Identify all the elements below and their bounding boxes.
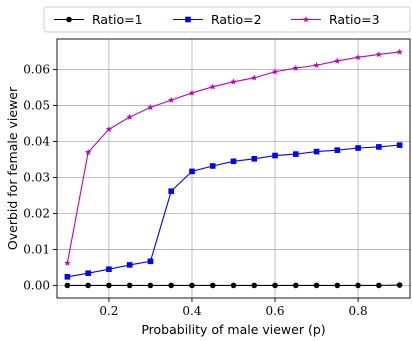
data-point-ratio-1	[126, 282, 133, 289]
data-point-ratio-3	[375, 51, 383, 58]
data-point-ratio-3	[396, 48, 403, 55]
data-point-ratio-2	[209, 163, 216, 169]
data-point-ratio-1	[313, 282, 320, 289]
y-tick-label: 0.00	[23, 278, 50, 292]
series-line-ratio-2	[67, 144, 400, 278]
data-point-ratio-2	[355, 145, 361, 151]
series-ratio-3	[64, 48, 403, 266]
legend-label: Ratio=1	[92, 12, 143, 27]
series-ratio-2	[64, 142, 403, 280]
data-point-ratio-1	[106, 282, 112, 289]
data-point-ratio-3	[354, 53, 362, 61]
data-point-ratio-3	[334, 57, 341, 64]
x-tick-label: 0.8	[349, 304, 368, 318]
data-point-ratio-3	[230, 78, 237, 85]
legend-label: Ratio=3	[329, 12, 380, 27]
data-point-ratio-1	[147, 282, 154, 289]
data-point-ratio-2	[334, 147, 341, 153]
data-point-ratio-3	[105, 125, 113, 133]
data-point-ratio-3	[64, 259, 71, 266]
data-point-ratio-2	[230, 158, 237, 165]
data-point-ratio-3	[292, 64, 300, 71]
data-point-ratio-2	[64, 273, 71, 280]
data-point-ratio-3	[167, 96, 175, 103]
data-point-ratio-1	[64, 282, 71, 289]
data-point-ratio-1	[355, 282, 361, 289]
y-tick-label: 0.03	[23, 170, 50, 184]
data-point-ratio-1	[396, 282, 403, 288]
data-point-ratio-3	[251, 74, 258, 81]
legend-entry-ratio-1: Ratio=1	[54, 12, 143, 27]
plot-frame	[56, 38, 411, 299]
data-point-ratio-2	[106, 266, 112, 273]
data-point-ratio-2	[147, 258, 154, 265]
data-point-ratio-1	[376, 282, 382, 289]
legend-entry-ratio-2: Ratio=2	[173, 12, 262, 27]
legend-marker	[185, 16, 191, 23]
data-point-ratio-1	[230, 282, 237, 289]
legend-marker	[302, 16, 310, 23]
axis-ticks: 0.2 0.4 0.6 0.8 0.00 0.01 0.02 0.03 0.04 0.05 0.06	[23, 63, 367, 318]
data-point-ratio-3	[126, 113, 133, 120]
legend-marker	[66, 16, 72, 23]
x-tick-label: 0.2	[99, 304, 118, 318]
data-point-ratio-3	[313, 61, 320, 69]
data-point-ratio-2	[272, 152, 278, 159]
x-axis-title: Probability of male viewer (p)	[141, 322, 325, 337]
legend: Ratio=1 Ratio=2 Ratio=3	[43, 6, 411, 33]
data-point-ratio-2	[168, 188, 175, 194]
y-tick-label: 0.05	[23, 99, 50, 113]
data-point-ratio-3	[84, 148, 92, 156]
data-point-ratio-1	[209, 282, 216, 289]
data-point-ratio-1	[189, 282, 195, 289]
y-tick-label: 0.06	[23, 63, 50, 77]
data-point-ratio-1	[272, 282, 278, 289]
x-tick-label: 0.4	[182, 304, 201, 318]
x-tick-label: 0.6	[265, 304, 284, 318]
data-point-ratio-1	[292, 282, 299, 289]
data-point-ratio-2	[292, 151, 299, 157]
data-point-ratio-2	[396, 142, 403, 148]
data-point-ratio-1	[334, 282, 341, 289]
data-point-ratio-2	[251, 155, 258, 162]
data-point-ratio-2	[126, 262, 133, 268]
data-point-ratio-2	[313, 148, 320, 155]
data-point-ratio-3	[147, 103, 154, 111]
series-ratio-1	[64, 282, 403, 289]
series-line-ratio-3	[66, 51, 400, 264]
y-tick-label: 0.02	[23, 206, 50, 220]
data-point-ratio-1	[168, 282, 175, 289]
legend-label: Ratio=2	[211, 12, 262, 27]
grid-lines	[57, 39, 410, 298]
data-point-ratio-1	[85, 282, 91, 289]
data-point-ratio-3	[188, 89, 196, 96]
legend-entry-ratio-3: Ratio=3	[291, 12, 380, 27]
y-tick-label: 0.01	[23, 242, 50, 256]
data-point-ratio-1	[251, 282, 258, 289]
legend-box	[43, 6, 411, 33]
y-axis-title: Overbid for female viewer	[5, 86, 20, 250]
data-point-ratio-2	[376, 144, 382, 150]
data-point-ratio-2	[189, 168, 195, 175]
data-point-ratio-3	[271, 68, 279, 75]
series-layer	[64, 48, 403, 289]
data-point-ratio-3	[209, 83, 216, 90]
y-tick-label: 0.04	[23, 135, 50, 149]
data-point-ratio-2	[85, 270, 91, 276]
